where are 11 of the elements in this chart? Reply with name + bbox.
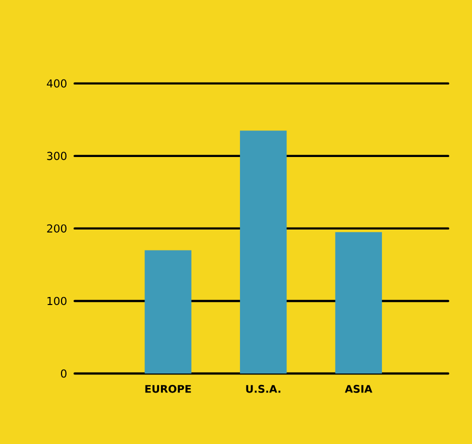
y-tick-label: 200 [47, 224, 66, 233]
bar [335, 232, 382, 374]
x-tick-label: ASIA [344, 384, 372, 393]
y-tick-label: 300 [47, 152, 66, 160]
x-tick-label: U.S.A. [246, 384, 280, 393]
y-tick-label: 0 [60, 369, 66, 378]
x-tick-label: EUROPE [145, 384, 191, 393]
bar [240, 130, 287, 374]
y-tick-label: 100 [48, 296, 66, 306]
bar [144, 250, 192, 374]
y-tick-label: 400 [46, 79, 66, 88]
